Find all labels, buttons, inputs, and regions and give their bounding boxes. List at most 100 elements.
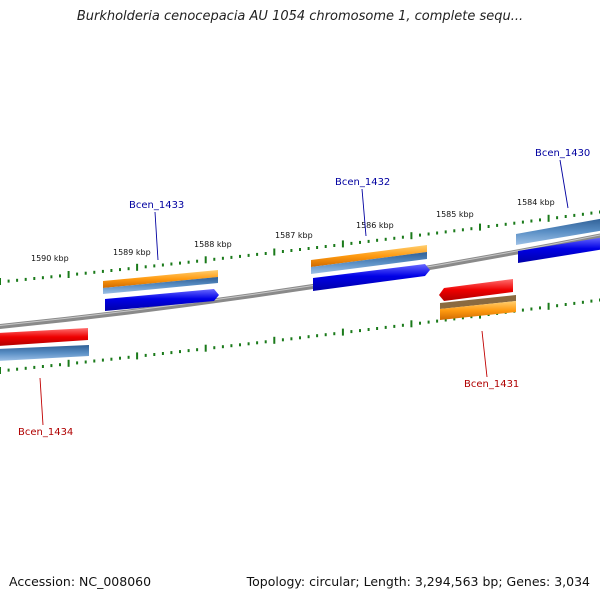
- gene-label-bcen-1432[interactable]: Bcen_1432: [335, 177, 390, 188]
- reverse-scale-minor-tick: [401, 323, 404, 327]
- gene-bcen-1434[interactable]: Bcen_1434: [0, 328, 89, 438]
- reverse-scale-minor-tick: [127, 355, 130, 359]
- reverse-scale-minor-tick: [41, 365, 44, 368]
- gene-bcen-1433-blue-arrow[interactable]: [105, 289, 219, 311]
- forward-scale-minor-tick: [153, 264, 156, 268]
- tick-label-1586: 1586 kbp: [356, 221, 394, 230]
- reverse-scale-minor-tick: [324, 333, 327, 337]
- forward-scale-major-tick: [273, 248, 276, 256]
- gene-bcen-1434-steel-track[interactable]: [0, 345, 89, 361]
- reverse-scale-minor-tick: [230, 344, 233, 348]
- reverse-scale-major-tick: [341, 328, 344, 336]
- reverse-scale-minor-tick: [521, 308, 524, 312]
- tick-row-forward: [0, 210, 600, 285]
- forward-scale-minor-tick: [170, 262, 173, 266]
- tick-label-1585: 1585 kbp: [436, 210, 474, 219]
- forward-scale-minor-tick: [350, 241, 353, 245]
- forward-scale-major-tick: [204, 256, 207, 264]
- gene-bcen-1432-orange-track[interactable]: [311, 245, 427, 267]
- gene-bcen-1431-orange-track[interactable]: [440, 301, 516, 320]
- tick-label-1590: 1590 kbp: [31, 254, 69, 263]
- forward-scale-minor-tick: [76, 272, 79, 276]
- tick-label-1589: 1589 kbp: [113, 248, 151, 257]
- reverse-scale-minor-tick: [110, 357, 113, 361]
- forward-scale-minor-tick: [427, 232, 430, 236]
- reverse-scale-minor-tick: [384, 325, 387, 329]
- reverse-scale-minor-tick: [564, 303, 567, 306]
- forward-scale-minor-tick: [41, 276, 44, 280]
- gene-bcen-1431-steel-track[interactable]: [440, 295, 516, 309]
- gene-label-bcen-1430[interactable]: Bcen_1430: [535, 148, 590, 159]
- tick-label-1587: 1587 kbp: [275, 231, 313, 240]
- forward-scale-minor-tick: [367, 239, 370, 243]
- forward-scale-minor-tick: [461, 228, 464, 232]
- topology-text: Topology: circular; Length: 3,294,563 bp…: [246, 574, 590, 589]
- forward-scale-minor-tick: [581, 212, 584, 216]
- forward-scale-minor-tick: [187, 260, 190, 264]
- map-title: Burkholderia cenocepacia AU 1054 chromos…: [76, 9, 524, 24]
- reverse-scale-minor-tick: [187, 349, 190, 353]
- gene-label-bcen-1434[interactable]: Bcen_1434: [18, 427, 73, 438]
- reverse-scale-minor-tick: [221, 345, 224, 349]
- forward-scale-major-tick: [0, 278, 1, 285]
- gene-label-bcen-1433[interactable]: Bcen_1433: [129, 200, 184, 211]
- forward-scale-minor-tick: [93, 270, 96, 274]
- reverse-scale-minor-tick: [16, 367, 19, 371]
- gene-bcen-1432-blue-arrow[interactable]: [313, 264, 430, 291]
- forward-scale-minor-tick: [590, 211, 593, 215]
- forward-scale-minor-tick: [359, 240, 361, 244]
- reverse-scale-minor-tick: [239, 343, 241, 347]
- reverse-scale-minor-tick: [376, 327, 379, 330]
- forward-scale-minor-tick: [453, 229, 456, 233]
- accession-text: Accession: NC_008060: [9, 574, 152, 589]
- gene-bcen-1432-leader: [361, 188, 367, 237]
- tick-label-1584: 1584 kbp: [517, 198, 555, 207]
- reverse-scale-minor-tick: [76, 361, 79, 365]
- gene-label-bcen-1431[interactable]: Bcen_1431: [464, 379, 519, 390]
- gene-bcen-1430[interactable]: Bcen_1430: [516, 148, 600, 263]
- forward-scale-minor-tick: [333, 244, 336, 247]
- gene-bcen-1431-red-arrow[interactable]: [439, 279, 513, 301]
- reverse-scale-minor-tick: [530, 307, 533, 311]
- forward-scale-minor-tick: [110, 269, 113, 272]
- forward-scale-minor-tick: [376, 238, 379, 242]
- gene-bcen-1433[interactable]: Bcen_1433: [103, 200, 219, 311]
- reverse-scale-minor-tick: [590, 299, 593, 303]
- gene-bcen-1434-leader: [39, 377, 44, 426]
- gene-bcen-1432[interactable]: Bcen_1432: [311, 177, 430, 291]
- gene-bcen-1432-steel-track[interactable]: [311, 252, 427, 274]
- forward-scale-major-tick: [410, 232, 413, 240]
- reverse-scale-minor-tick: [247, 342, 250, 346]
- forward-scale-minor-tick: [281, 250, 284, 253]
- gene-bcen-1433-leader: [154, 211, 159, 261]
- gene-bcen-1434-red-track[interactable]: [0, 328, 88, 346]
- reverse-scale-major-tick: [67, 359, 70, 367]
- gene-bcen-1431-leader: [481, 330, 488, 378]
- reverse-scale-minor-tick: [419, 321, 421, 325]
- reverse-scale-minor-tick: [101, 358, 104, 362]
- reverse-scale-minor-tick: [281, 338, 284, 342]
- reverse-scale-minor-tick: [427, 320, 430, 324]
- gene-bcen-1430-blue-arrow[interactable]: [518, 237, 600, 263]
- reverse-scale-minor-tick: [144, 353, 147, 357]
- forward-scale-minor-tick: [513, 221, 516, 225]
- gene-bcen-1431[interactable]: Bcen_1431: [439, 279, 519, 390]
- gene-bcen-1430-steel-track[interactable]: [516, 218, 600, 245]
- reverse-scale-minor-tick: [161, 352, 164, 355]
- reverse-scale-major-tick: [410, 320, 413, 328]
- reverse-scale-minor-tick: [444, 318, 447, 322]
- forward-scale-minor-tick: [444, 230, 447, 234]
- forward-scale-minor-tick: [487, 225, 490, 228]
- forward-scale-minor-tick: [496, 223, 499, 227]
- forward-scale-minor-tick: [521, 220, 524, 224]
- reverse-scale-minor-tick: [93, 359, 96, 363]
- gene-bcen-1433-orange-track[interactable]: [103, 270, 218, 288]
- forward-scale-minor-tick: [50, 275, 53, 279]
- reverse-scale-minor-tick: [153, 353, 156, 356]
- forward-scale-minor-tick: [179, 261, 181, 265]
- reverse-scale-minor-tick: [24, 366, 27, 370]
- gene-bcen-1433-steel-track[interactable]: [103, 277, 218, 294]
- reverse-scale-minor-tick: [299, 336, 301, 340]
- reverse-scale-minor-tick: [581, 300, 584, 304]
- reverse-scale-minor-tick: [316, 334, 319, 338]
